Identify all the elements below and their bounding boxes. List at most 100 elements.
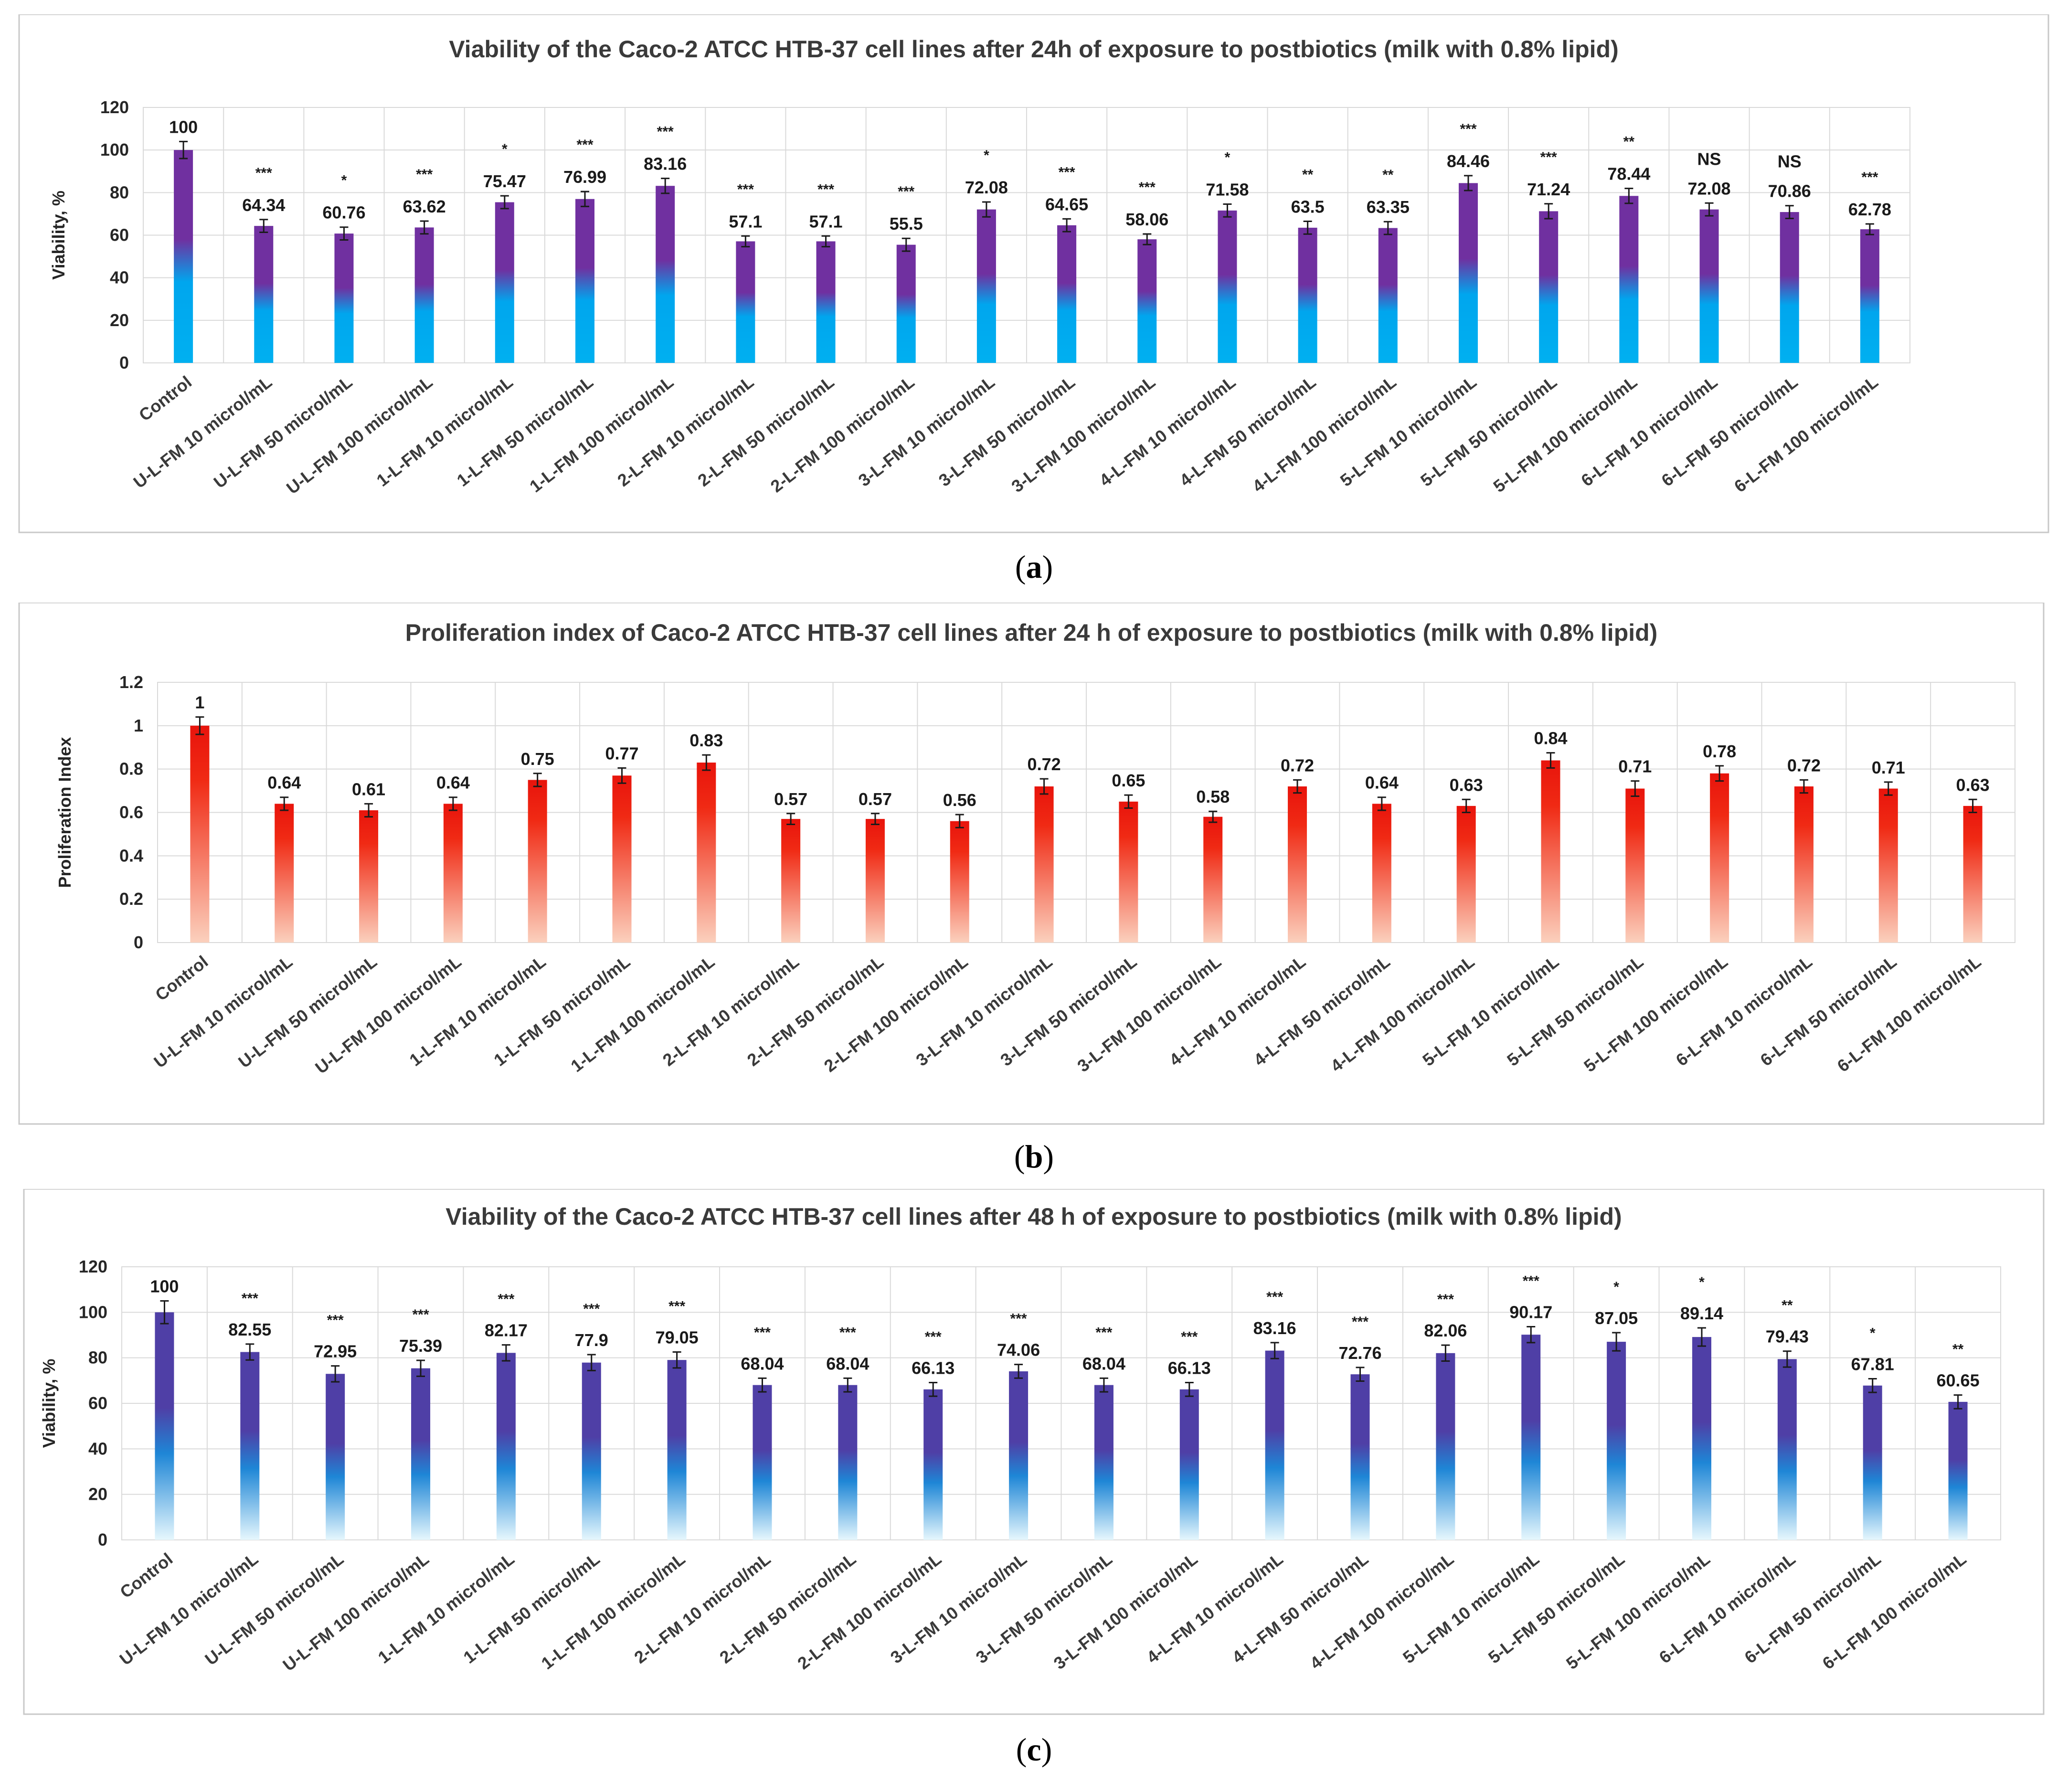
data-label: 90.17 — [1509, 1303, 1552, 1322]
chart-c: Viability of the Caco-2 ATCC HTB-37 cell… — [23, 1189, 2045, 1715]
significance-label: * — [1699, 1274, 1705, 1290]
significance-label: *** — [1460, 121, 1476, 137]
significance-label: *** — [242, 1291, 258, 1306]
bar — [1009, 1371, 1029, 1540]
y-axis-label: Viability, % — [39, 1359, 59, 1448]
bar — [1963, 806, 1983, 943]
data-label: 71.24 — [1527, 180, 1570, 199]
y-axis-label: Proliferation Index — [55, 737, 74, 888]
bar — [1878, 788, 1898, 943]
bar — [1119, 801, 1138, 943]
significance-label: NS — [1778, 152, 1802, 171]
bar — [1794, 786, 1813, 943]
y-tick-label: 0.2 — [119, 889, 143, 909]
data-label: 64.65 — [1045, 194, 1088, 214]
bar — [1710, 773, 1729, 943]
y-tick-label: 0.6 — [119, 803, 143, 822]
chart-title: Proliferation index of Caco-2 ATCC HTB-3… — [405, 619, 1658, 646]
data-label: 82.06 — [1424, 1321, 1467, 1340]
significance-label: * — [984, 148, 989, 163]
data-label: 60.76 — [322, 203, 365, 223]
bar — [838, 1385, 858, 1540]
significance-label: *** — [737, 181, 754, 197]
caption-c: (c) — [1016, 1731, 1052, 1768]
data-label: 72.08 — [965, 178, 1008, 197]
bar — [1298, 227, 1317, 363]
bar — [334, 233, 354, 363]
y-tick-label: 1.2 — [119, 672, 143, 692]
significance-label: ** — [1382, 167, 1394, 183]
y-tick-label: 20 — [110, 310, 129, 330]
significance-label: *** — [1059, 164, 1075, 180]
bar — [950, 821, 969, 943]
bar — [443, 804, 463, 943]
data-label: 0.75 — [521, 749, 554, 769]
data-label: 57.1 — [729, 212, 762, 231]
significance-label: *** — [668, 1299, 685, 1315]
significance-label: ** — [1623, 134, 1635, 150]
data-label: 83.16 — [644, 154, 687, 174]
caption-a: (a) — [1015, 549, 1053, 585]
significance-label: *** — [1523, 1273, 1539, 1289]
significance-label: *** — [925, 1329, 942, 1345]
significance-label: *** — [498, 1292, 514, 1307]
y-axis-label: Viability, % — [49, 191, 68, 280]
data-label: 71.58 — [1206, 180, 1249, 199]
significance-label: *** — [1437, 1292, 1454, 1307]
significance-label: *** — [1352, 1314, 1368, 1330]
y-tick-label: 100 — [100, 140, 129, 159]
bar — [1265, 1350, 1284, 1540]
y-tick-label: 40 — [110, 268, 129, 287]
data-label: 75.39 — [399, 1336, 442, 1356]
data-label: 79.05 — [656, 1328, 699, 1347]
data-label: 0.63 — [1450, 775, 1483, 795]
data-label: 0.83 — [689, 731, 723, 750]
data-label: 0.72 — [1028, 754, 1061, 774]
bar — [1378, 228, 1398, 363]
data-label: 1 — [195, 693, 204, 712]
y-tick-label: 80 — [88, 1348, 107, 1368]
significance-label: *** — [1540, 149, 1557, 165]
bar — [582, 1362, 601, 1540]
chart-title: Viability of the Caco-2 ATCC HTB-37 cell… — [445, 1203, 1622, 1230]
bar — [1948, 1401, 1968, 1540]
y-tick-label: 1 — [134, 716, 143, 735]
significance-label: *** — [657, 124, 674, 140]
data-label: 72.08 — [1687, 179, 1730, 198]
data-label: 58.06 — [1125, 210, 1168, 229]
data-label: 82.17 — [485, 1321, 528, 1340]
bar — [1625, 788, 1645, 943]
bar — [1777, 1359, 1797, 1540]
data-label: 100 — [150, 1277, 179, 1296]
y-tick-label: 100 — [79, 1302, 107, 1322]
bar — [1699, 209, 1719, 363]
bar — [896, 244, 916, 363]
significance-label: *** — [583, 1301, 600, 1317]
data-label: 0.65 — [1112, 771, 1145, 790]
data-label: 0.56 — [943, 790, 976, 810]
bar — [414, 227, 434, 363]
y-tick-label: 0.4 — [119, 846, 143, 865]
data-label: 68.04 — [1082, 1354, 1125, 1373]
bar — [656, 186, 675, 363]
bar — [496, 1353, 516, 1540]
bar — [174, 150, 193, 363]
data-label: 0.71 — [1618, 757, 1652, 776]
significance-label: *** — [817, 181, 834, 197]
bar — [575, 199, 594, 363]
data-label: 84.46 — [1447, 151, 1490, 171]
data-label: 60.65 — [1937, 1371, 1980, 1390]
bar — [1137, 239, 1157, 363]
significance-label: *** — [1861, 170, 1878, 185]
data-label: 82.55 — [228, 1320, 271, 1339]
bar — [816, 241, 836, 363]
data-label: 79.43 — [1766, 1327, 1809, 1347]
y-tick-label: 0 — [134, 933, 143, 952]
bar — [1288, 786, 1307, 943]
data-label: 72.95 — [314, 1342, 357, 1361]
bar — [326, 1374, 345, 1540]
bar — [1860, 229, 1879, 363]
data-label: 78.44 — [1607, 164, 1650, 184]
data-label: 83.16 — [1253, 1318, 1296, 1338]
bar — [1057, 225, 1077, 363]
